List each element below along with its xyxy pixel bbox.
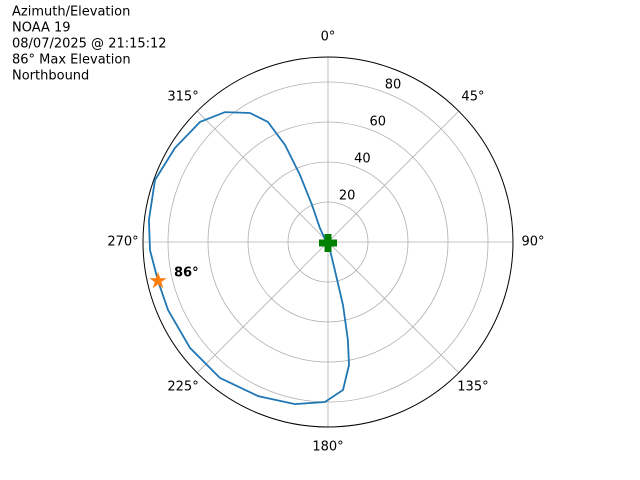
grid-spoke <box>196 241 329 374</box>
theta-tick-label: 225° <box>167 379 198 394</box>
annotation: 86° <box>174 265 199 280</box>
theta-tick-label: 180° <box>312 440 343 455</box>
plus-marker <box>319 234 337 252</box>
theta-tick-label: 135° <box>457 379 488 394</box>
title-line: Azimuth/Elevation <box>12 5 130 20</box>
grid-spoke <box>327 241 460 374</box>
star-marker <box>149 271 167 289</box>
theta-tick-label: 315° <box>167 90 198 105</box>
title-line: 86° Max Elevation <box>12 53 131 68</box>
theta-tick-label: 45° <box>461 90 484 105</box>
r-tick-label: 40 <box>354 151 371 166</box>
title-line: Northbound <box>12 69 89 84</box>
theta-tick-label: 270° <box>107 235 138 250</box>
r-tick-label: 80 <box>385 77 402 92</box>
grid-spoke <box>327 110 460 243</box>
r-tick-label: 60 <box>369 114 386 129</box>
title-line: 08/07/2025 @ 21:15:12 <box>12 37 167 52</box>
outer-frame <box>142 56 514 428</box>
theta-tick-label: 0° <box>321 30 336 45</box>
r-tick-label: 20 <box>339 188 356 203</box>
title-line: NOAA 19 <box>12 21 71 36</box>
theta-tick-label: 90° <box>521 235 544 250</box>
grid-spoke <box>196 110 329 243</box>
